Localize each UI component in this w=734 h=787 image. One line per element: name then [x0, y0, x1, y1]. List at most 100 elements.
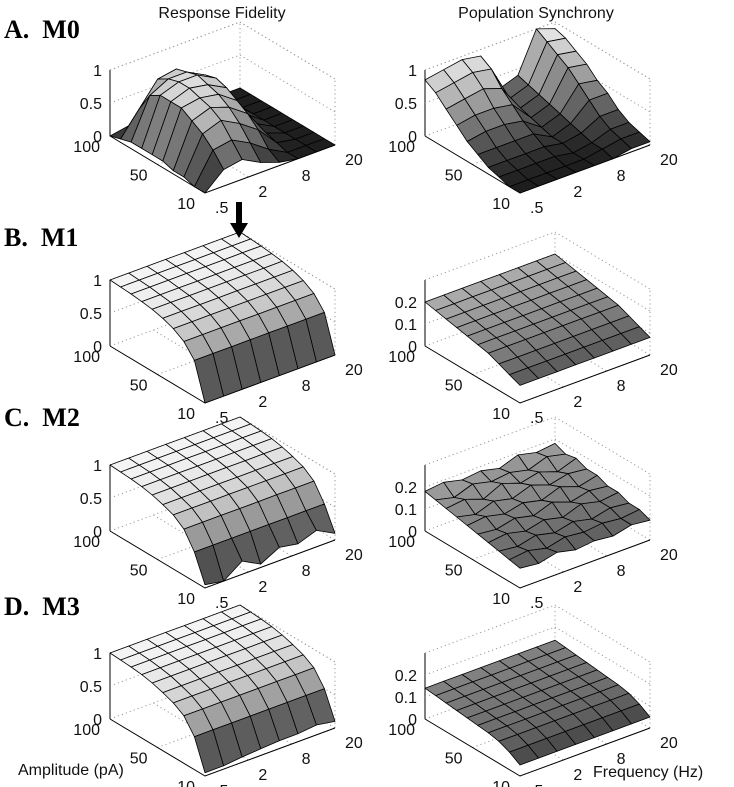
y-tick-label: 20 — [660, 547, 678, 564]
y-tick-label: 2 — [573, 394, 582, 411]
y-tick-label: 20 — [660, 152, 678, 169]
z-tick-label: 0 — [408, 129, 417, 146]
x-tick-label: 10 — [492, 779, 510, 787]
z-tick-label: 1 — [93, 458, 102, 475]
x-tick-label: 100 — [388, 722, 415, 739]
row-label-m3: D. M3 — [4, 592, 80, 621]
y-tick-label: 8 — [302, 378, 311, 395]
x-tick-label: 100 — [388, 349, 415, 366]
x-tick-label: 50 — [445, 168, 463, 185]
z-tick-label: 1 — [93, 63, 102, 80]
surface-cell — [508, 550, 539, 569]
grid-line — [554, 416, 651, 475]
z-tick-label: 0.5 — [80, 306, 102, 323]
x-tick-label: 50 — [130, 378, 148, 395]
x-tick-label: 10 — [177, 196, 195, 213]
y-tick-label: 8 — [302, 168, 311, 185]
x-tick-label: 10 — [492, 406, 510, 423]
surface-chart-m3-fidelity: 0 0.5 1 100 50 10 .5 2 8 20 — [73, 604, 363, 787]
row-label-m2: C. M2 — [4, 403, 80, 432]
surface-chart-m2-fidelity: 0 0.5 1 100 50 10 .5 2 8 20 — [73, 416, 363, 612]
y-tick-label: 2 — [258, 767, 267, 784]
y-tick-label: .5 — [530, 783, 543, 787]
surface-chart-m2-synchrony: 0 0.1 0.2 100 50 10 .5 2 8 20 — [388, 416, 678, 612]
z-tick-label: 0.2 — [395, 668, 417, 685]
y-tick-label: 20 — [660, 362, 678, 379]
surface-cell — [193, 149, 225, 194]
surface-cell — [508, 179, 539, 194]
surface-chart-m1-synchrony: 0 0.1 0.2 100 50 10 .5 2 8 20 — [388, 231, 678, 427]
y-tick-label: .5 — [215, 595, 228, 612]
x-tick-label: 100 — [73, 534, 100, 551]
axis-line — [424, 718, 651, 777]
axis-line — [109, 530, 336, 589]
y-tick-label: 8 — [617, 563, 626, 580]
z-tick-label: 0.2 — [395, 480, 417, 497]
x-tick-label: 10 — [177, 406, 195, 423]
y-tick-label: 8 — [617, 168, 626, 185]
y-tick-label: 20 — [660, 735, 678, 752]
y-tick-label: 20 — [345, 362, 363, 379]
z-tick-label: 0 — [408, 524, 417, 541]
y-tick-label: 20 — [345, 547, 363, 564]
y-tick-label: 8 — [302, 563, 311, 580]
x-tick-label: 10 — [177, 591, 195, 608]
y-tick-label: .5 — [530, 595, 543, 612]
x-tick-label: 50 — [445, 563, 463, 580]
grid-line — [424, 604, 556, 654]
row-label-m0: A. M0 — [4, 15, 80, 44]
z-tick-label: 1 — [408, 63, 417, 80]
grid-line — [109, 21, 336, 80]
x-tick-label: 100 — [73, 722, 100, 739]
z-tick-label: 0.1 — [395, 690, 417, 707]
y-tick-label: 2 — [258, 184, 267, 201]
surface-chart-m0-synchrony: 0 0.5 1 100 50 10 .5 2 8 20 — [388, 21, 678, 217]
z-tick-label: 0.5 — [395, 96, 417, 113]
y-tick-label: 2 — [258, 394, 267, 411]
x-tick-label: 50 — [130, 751, 148, 768]
y-tick-label: .5 — [215, 200, 228, 217]
z-tick-label: 1 — [93, 273, 102, 290]
axis-line — [109, 718, 336, 777]
x-tick-label: 10 — [492, 591, 510, 608]
z-tick-label: 0 — [408, 339, 417, 356]
x-tick-label: 100 — [388, 139, 415, 156]
surface-cell — [508, 367, 539, 386]
x-tick-label: 10 — [177, 779, 195, 787]
z-tick-label: 0 — [93, 339, 102, 356]
x-tick-label: 100 — [73, 139, 100, 156]
surface-chart-m3-synchrony: 0 0.1 0.2 100 50 10 .5 2 8 20 — [388, 604, 678, 787]
axis-line — [424, 530, 651, 589]
grid-line — [554, 604, 651, 663]
surface-cell — [193, 353, 225, 404]
z-tick-label: 1 — [93, 646, 102, 663]
x-tick-label: 50 — [445, 378, 463, 395]
y-tick-label: .5 — [530, 200, 543, 217]
y-tick-label: 8 — [617, 751, 626, 768]
surface-cell — [508, 744, 539, 766]
y-tick-label: 20 — [345, 152, 363, 169]
surface-cell — [193, 729, 225, 774]
x-tick-label: 50 — [445, 751, 463, 768]
y-tick-label: 8 — [302, 751, 311, 768]
grid-line — [554, 231, 651, 290]
y-tick-label: .5 — [215, 783, 228, 787]
y-axis-label: Frequency (Hz) — [593, 764, 703, 781]
x-axis-label: Amplitude (pA) — [18, 762, 124, 779]
arrow-icon — [230, 202, 248, 238]
z-tick-label: 0 — [408, 712, 417, 729]
z-tick-label: 0 — [93, 129, 102, 146]
y-tick-label: 2 — [258, 579, 267, 596]
y-tick-label: 2 — [573, 767, 582, 784]
surface-cell — [193, 544, 225, 586]
y-tick-label: 20 — [345, 735, 363, 752]
z-tick-label: 0.5 — [80, 96, 102, 113]
y-tick-label: 2 — [573, 579, 582, 596]
y-tick-label: .5 — [530, 410, 543, 427]
surface-chart-m0-fidelity: 0 0.5 1 100 50 10 .5 2 8 20 — [73, 21, 363, 217]
z-tick-label: 0.5 — [80, 491, 102, 508]
z-tick-label: 0.5 — [80, 679, 102, 696]
x-tick-label: 100 — [388, 534, 415, 551]
